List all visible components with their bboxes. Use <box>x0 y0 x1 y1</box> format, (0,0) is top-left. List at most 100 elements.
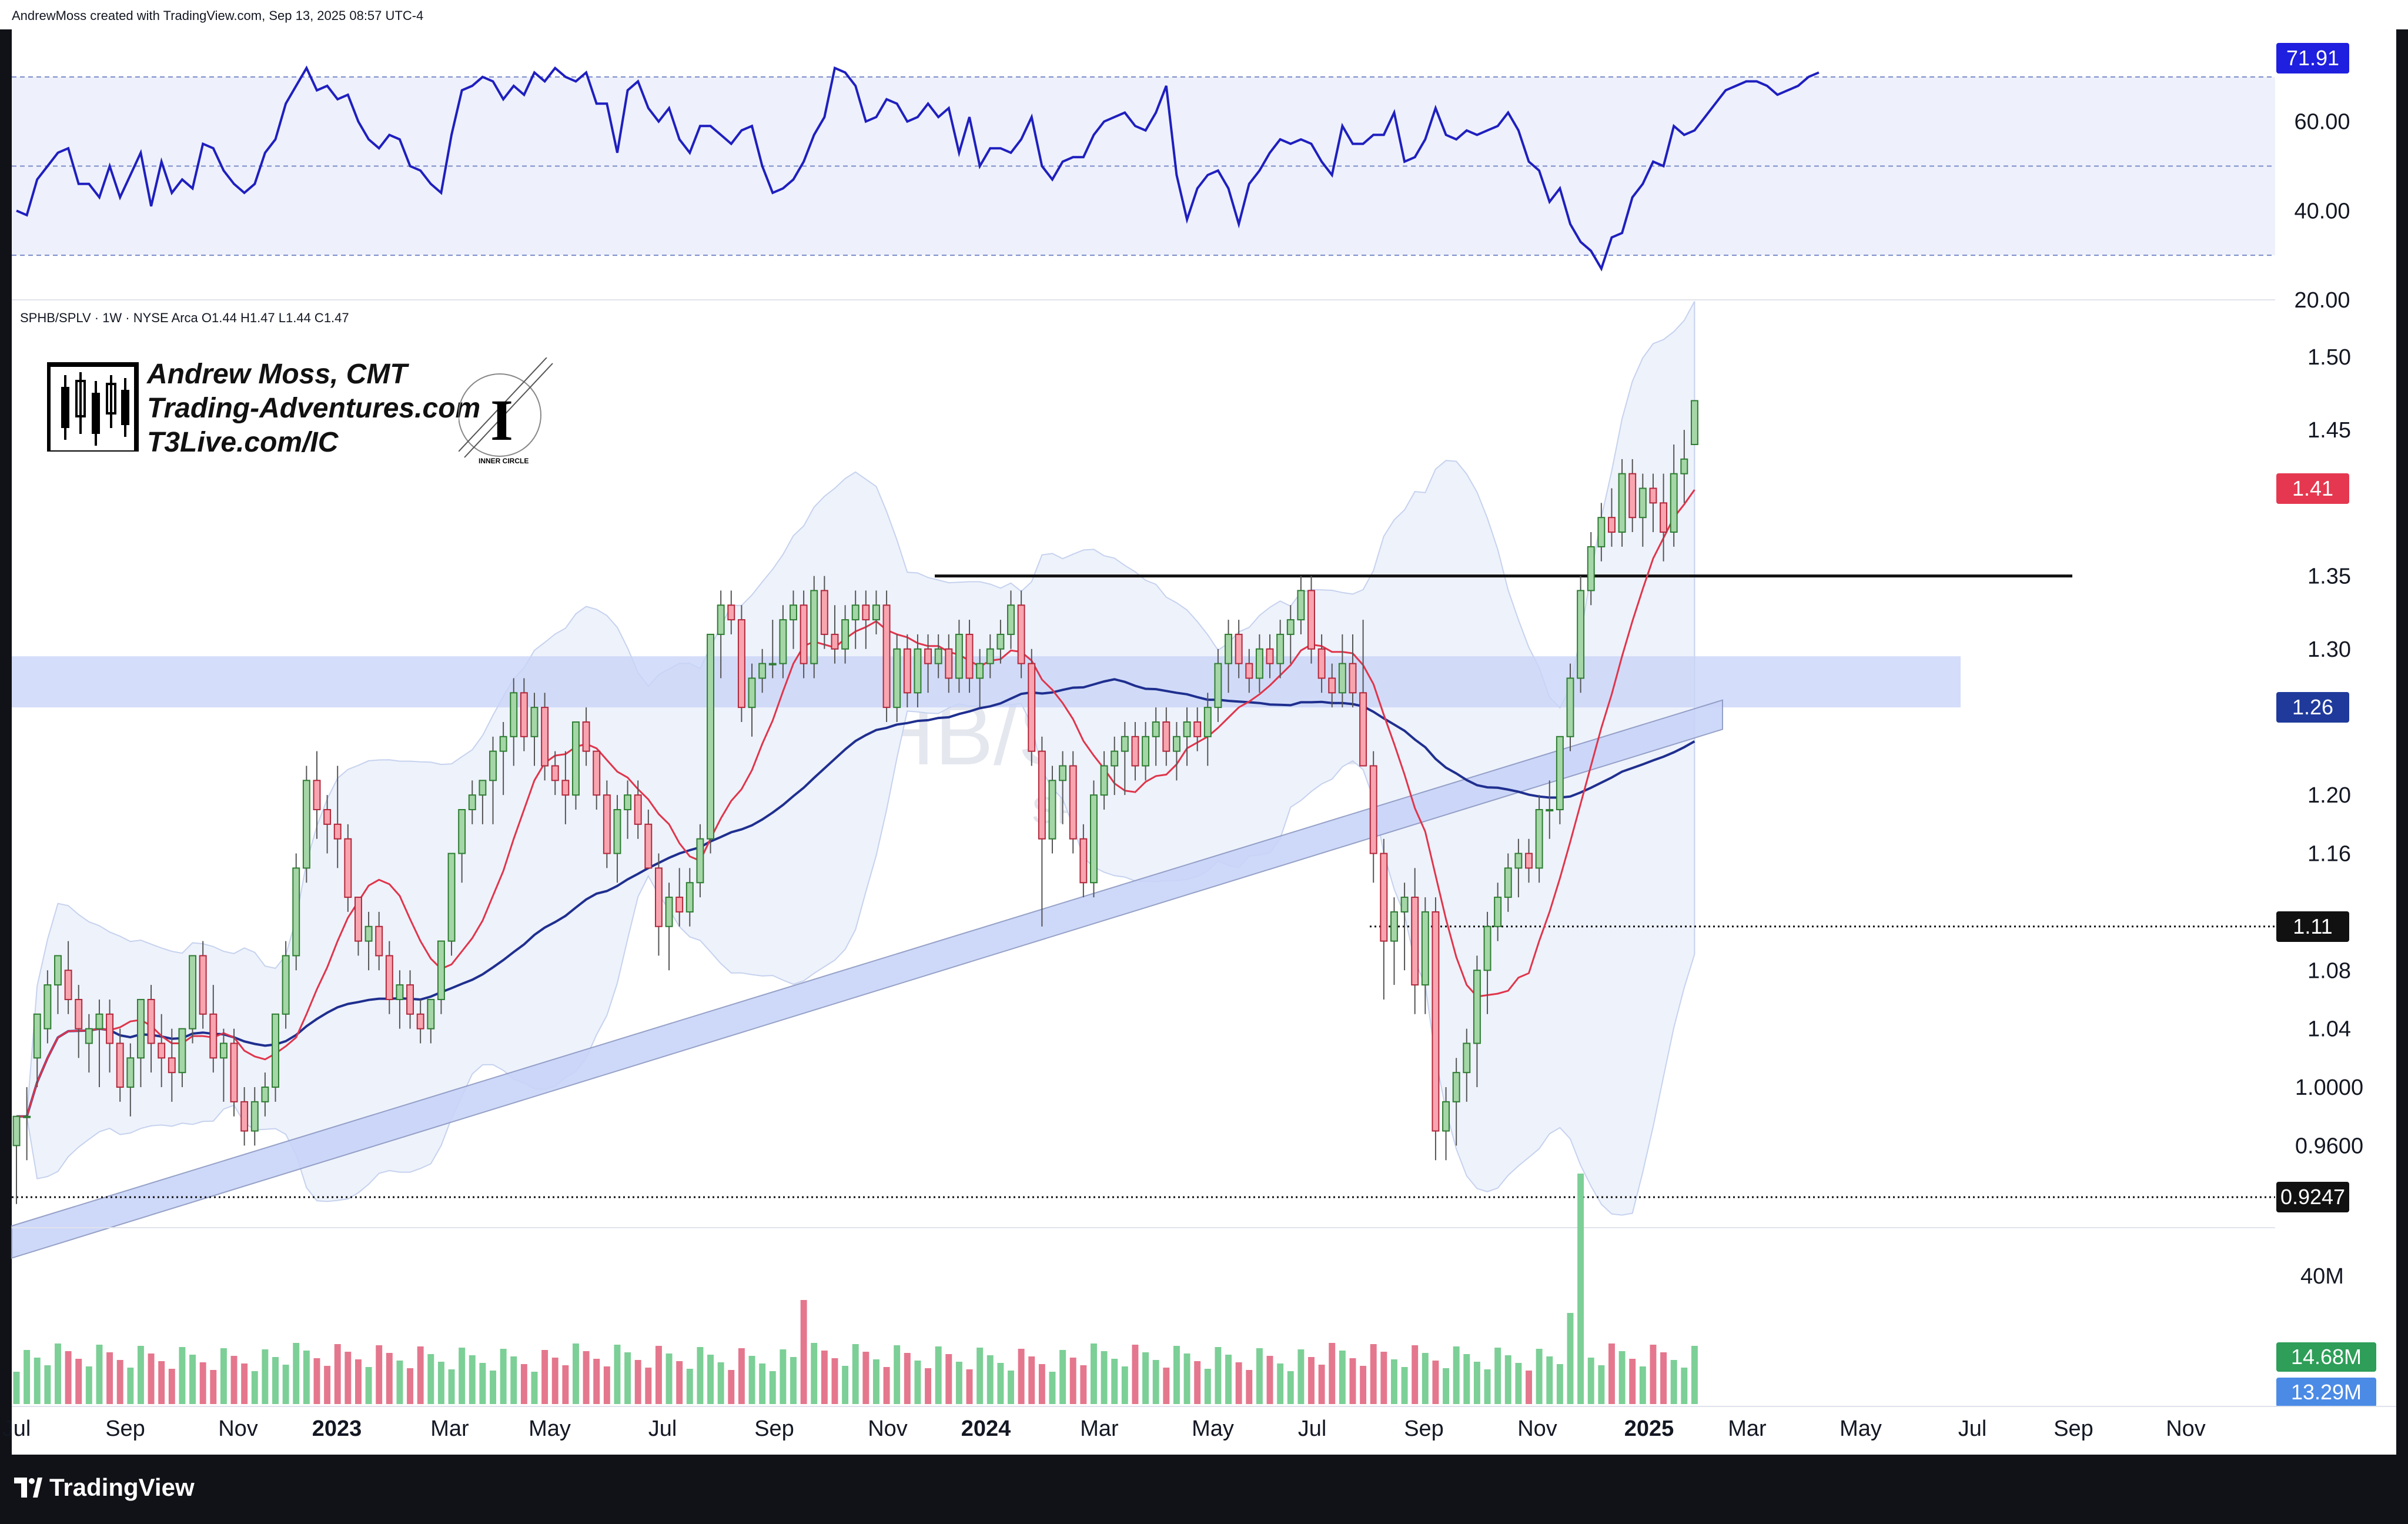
volume-bar <box>1111 1359 1118 1404</box>
price-tick-label: 1.20 <box>2307 783 2351 808</box>
candle-body <box>737 619 745 708</box>
tradingview-logo[interactable]: TradingView <box>14 1473 195 1502</box>
candle-body <box>458 809 466 854</box>
candle-body <box>520 692 528 737</box>
candle-body <box>914 648 922 694</box>
top-attribution-bar: AndrewMoss created with TradingView.com,… <box>0 0 2408 29</box>
volume-bar <box>1183 1353 1190 1404</box>
x-tick-label: Nov <box>218 1416 258 1441</box>
volume-bar <box>1132 1345 1139 1404</box>
candle-body <box>468 794 476 811</box>
candle-body <box>230 1042 238 1102</box>
volume-bar <box>520 1364 527 1404</box>
volume-bar <box>914 1361 921 1404</box>
svg-text:I: I <box>490 387 513 453</box>
volume-bar <box>1266 1356 1273 1404</box>
volume-bar <box>386 1353 393 1404</box>
volume-bar <box>106 1352 113 1404</box>
tradingview-logo-icon <box>14 1478 42 1498</box>
candle-body <box>1556 736 1564 811</box>
volume-bar <box>251 1371 258 1404</box>
volume-bar <box>55 1343 61 1404</box>
volume-bar <box>189 1355 196 1404</box>
volume-bar <box>759 1363 766 1404</box>
candle-body <box>831 633 839 650</box>
volume-bar <box>966 1369 973 1404</box>
candle-body <box>1338 663 1346 694</box>
x-tick-label: Jul <box>2 1416 31 1441</box>
volume-bar <box>1567 1313 1574 1404</box>
volume-bar <box>469 1355 476 1404</box>
volume-bar <box>354 1359 362 1404</box>
candle-body <box>1172 736 1180 752</box>
candle-body <box>903 648 911 694</box>
x-tick-label: 2025 <box>1624 1416 1674 1441</box>
x-tick-label: Nov <box>868 1416 908 1441</box>
candle-body <box>95 1013 103 1030</box>
candle-body <box>851 604 859 621</box>
volume-bar <box>158 1361 165 1404</box>
volume-bar <box>1587 1358 1594 1404</box>
volume-bar <box>997 1363 1004 1404</box>
volume-bar <box>85 1366 92 1404</box>
volume-bar <box>676 1361 683 1404</box>
candle-body <box>1628 473 1637 519</box>
volume-bar <box>272 1357 279 1404</box>
volume-bar <box>116 1360 123 1404</box>
volume-tag-label: 13.29M <box>2291 1380 2362 1404</box>
volume-bar <box>1018 1349 1025 1404</box>
candle-body <box>696 838 704 884</box>
candle-body <box>976 663 984 679</box>
candle-body <box>1452 1072 1460 1102</box>
candle-body <box>323 809 332 825</box>
x-tick-label: Nov <box>1517 1416 1557 1441</box>
candle-body <box>1214 663 1222 708</box>
x-tick-label: Sep <box>1404 1416 1444 1441</box>
candle-body <box>302 780 310 869</box>
candle-body <box>727 604 735 621</box>
candle-body <box>292 867 300 957</box>
volume-bar <box>1308 1357 1315 1404</box>
volume-bar <box>1650 1345 1657 1404</box>
inner-circle-text: INNER CIRCLE <box>479 457 529 465</box>
tradingview-logo-text: TradingView <box>49 1473 195 1501</box>
volume-bar <box>490 1371 496 1404</box>
volume-tag-label: 14.68M <box>2291 1345 2362 1369</box>
volume-bar <box>448 1369 455 1404</box>
candle-body <box>820 590 828 635</box>
candle-body <box>168 1057 176 1074</box>
support-zone <box>12 656 1961 708</box>
volume-bar <box>1556 1364 1563 1404</box>
candle-body <box>1525 853 1533 869</box>
candle-body <box>209 1013 218 1059</box>
volume-bar <box>1256 1348 1263 1404</box>
volume-bar <box>365 1367 372 1404</box>
x-tick-label: Sep <box>754 1416 794 1441</box>
volume-bar <box>1360 1366 1367 1404</box>
volume-bar <box>780 1349 787 1404</box>
candle-body <box>1131 736 1139 767</box>
volume-bar <box>1297 1349 1305 1404</box>
volume-bar <box>65 1351 72 1404</box>
candle-body <box>882 604 891 708</box>
volume-bar <box>1121 1366 1128 1404</box>
volume-bar <box>1028 1356 1035 1404</box>
candle-body <box>1059 765 1067 781</box>
candle-body <box>1297 590 1305 621</box>
candle-body <box>1142 736 1150 767</box>
volume-bar <box>738 1348 745 1404</box>
volume-bar <box>1453 1346 1460 1404</box>
volume-bar <box>551 1358 558 1404</box>
candle-body <box>1111 750 1119 767</box>
volume-bar <box>603 1366 610 1404</box>
volume-bar <box>904 1353 911 1404</box>
volume-bar <box>210 1370 217 1404</box>
candle-body <box>1276 633 1285 664</box>
candle-body <box>1638 487 1647 519</box>
volume-bar <box>1618 1351 1626 1404</box>
candle-body <box>272 1013 279 1088</box>
candle-body <box>1400 897 1409 913</box>
candle-body <box>375 925 383 957</box>
volume-bar <box>1008 1371 1014 1404</box>
